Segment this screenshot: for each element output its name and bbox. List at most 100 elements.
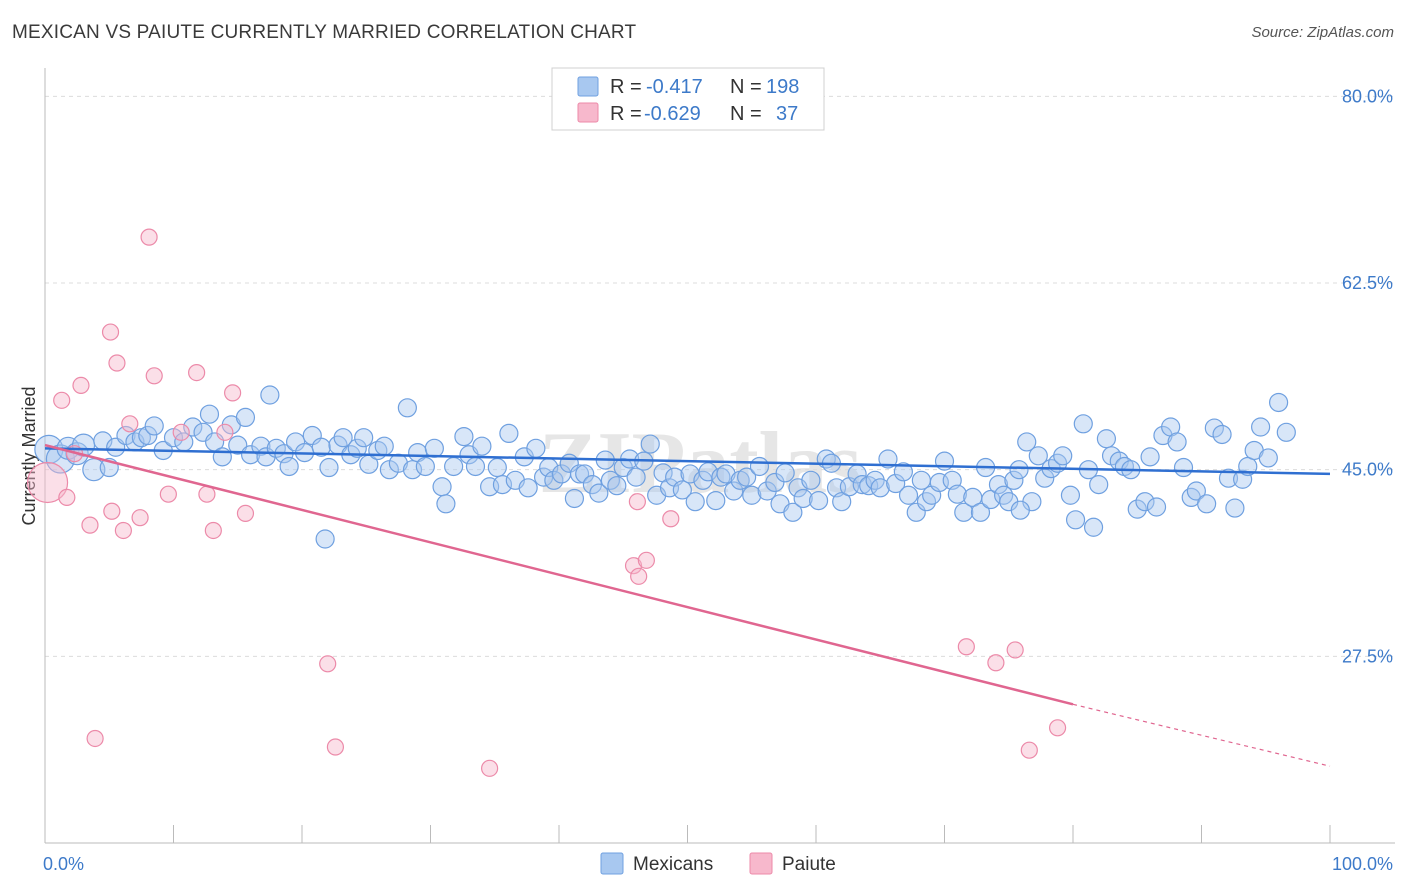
data-point-mexicans [260,385,280,405]
data-point-paiute [662,510,680,528]
data-point-mexicans [672,480,692,500]
data-point-mexicans [742,485,762,505]
data-point-mexicans [1251,417,1271,437]
data-point-mexicans [1140,447,1160,467]
data-point-mexicans [315,529,335,549]
data-point-mexicans [600,470,621,490]
legend-mexicans-r-value: -0.417 [646,76,703,98]
data-point-mexicans [1053,446,1073,466]
data-point-mexicans [235,407,256,427]
series-mexicans [34,385,1296,549]
data-point-mexicans [354,428,374,448]
data-point-mexicans [424,438,444,458]
data-point-mexicans [893,462,913,482]
y-tick-label: 27.5% [1342,646,1393,666]
data-point-mexicans [954,502,974,522]
data-point-mexicans [1004,470,1024,490]
data-point-mexicans [1096,429,1117,449]
legend-paiute-r-label: R = [610,103,642,125]
data-point-mexicans [1017,432,1037,452]
data-point-mexicans [492,475,513,495]
data-point-mexicans [1258,448,1278,468]
data-point-mexicans [1010,500,1030,520]
data-point-mexicans [1127,499,1147,519]
data-point-paiute [1020,741,1038,759]
data-point-paiute [216,423,234,441]
data-point-mexicans [886,473,906,494]
y-tick-label: 45.0% [1342,460,1393,480]
data-point-paiute [172,423,190,441]
data-point-mexicans [465,456,486,477]
data-point-paiute [630,567,648,585]
data-point-paiute [81,516,99,534]
data-point-mexicans [333,428,353,448]
data-point-mexicans [988,475,1009,495]
data-point-mexicans [444,456,464,477]
data-point-paiute [53,391,71,409]
legend-paiute-r-value: -0.629 [644,103,701,125]
data-point-mexicans [1233,469,1253,489]
data-point-paiute [140,228,158,246]
data-point-mexicans [1204,418,1224,438]
data-point-paiute [637,551,655,569]
data-point-paiute [957,638,975,656]
data-point-mexicans [138,425,158,446]
data-point-mexicans [801,470,821,490]
data-point-mexicans [1173,457,1194,478]
x-tick-label: 0.0% [43,854,84,874]
data-point-mexicans [319,457,339,478]
data-point-mexicans [1073,414,1093,434]
data-point-paiute [121,415,139,433]
data-point-paiute [58,488,76,506]
data-point-mexicans [749,456,770,477]
data-point-paiute [86,729,104,748]
data-point-paiute [72,376,90,394]
data-point-mexicans [626,467,646,487]
data-point-mexicans [564,488,585,509]
data-point-mexicans [859,476,879,496]
data-point-mexicans [1089,475,1109,495]
data-point-mexicans [1218,468,1239,488]
data-point-mexicans [518,478,538,498]
data-point-paiute [481,759,499,777]
data-point-mexicans [685,492,705,512]
data-point-mexicans [569,464,590,484]
legend-bottom: Mexicans Paiute [600,852,836,875]
x-tick-label: 100.0% [1332,854,1393,874]
data-point-mexicans [970,502,991,522]
data-point-paiute [319,655,337,673]
data-point-mexicans [347,438,367,458]
data-point-mexicans [994,485,1014,505]
legend-top: R = -0.417 N = 198 R = -0.629 N = 37 [551,67,825,131]
legend-bottom-mexicans: Mexicans [633,854,713,875]
data-point-mexicans [432,477,452,497]
data-point-mexicans [279,456,299,477]
data-point-paiute [26,461,69,504]
data-point-mexicans [898,485,919,505]
y-tick-label: 80.0% [1342,86,1393,106]
data-point-paiute [236,504,255,523]
data-point-mexicans [1060,485,1081,505]
legend-paiute-n-label: N = [730,103,762,125]
data-point-mexicans [765,472,785,493]
data-point-mexicans [1197,494,1217,514]
y-tick-label: 62.5% [1342,273,1393,293]
trend-line-paiute-extension [1072,703,1331,767]
data-point-paiute [159,485,177,503]
data-point-mexicans [1268,392,1289,413]
legend-paiute-n-value: 37 [776,103,798,125]
data-point-mexicans [607,476,627,496]
data-point-paiute [628,493,646,511]
legend-swatch-mexicans [577,76,599,97]
data-point-mexicans [716,464,736,484]
data-point-paiute [108,354,126,372]
legend-mexicans-n-value: 198 [766,76,799,98]
data-point-mexicans [251,436,271,456]
data-point-mexicans [487,457,507,478]
data-point-mexicans [793,488,813,509]
data-point-mexicans [454,427,474,447]
data-point-paiute [101,323,120,341]
data-point-mexicans [1028,446,1048,466]
legend-swatch-paiute [577,102,599,123]
legend-mexicans-r-label: R = [610,76,642,98]
